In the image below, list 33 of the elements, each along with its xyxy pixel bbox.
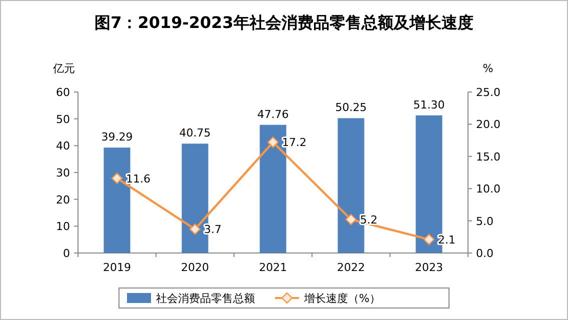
data-label: 51.30 <box>413 98 445 112</box>
point <box>267 136 279 148</box>
x-tick-label: 2022 <box>337 261 365 274</box>
y-tick-label: 10 <box>56 220 70 234</box>
y2-tick-label: 15.0 <box>476 150 500 164</box>
point <box>345 214 357 226</box>
x-tick-label: 2020 <box>181 261 209 274</box>
y2-tick-label: 25.0 <box>476 86 500 99</box>
data-label: 40.75 <box>179 126 211 140</box>
y-tick-label: 40 <box>56 140 70 153</box>
y2-tick-label: 10.0 <box>476 182 500 196</box>
y2-tick-label: 20.0 <box>476 118 500 132</box>
y-tick-label: 20 <box>56 193 70 206</box>
legend-label: 社会消费品零售总额 <box>156 292 255 305</box>
data-label: 50.25 <box>335 101 367 114</box>
legend-label: 增长速度（%） <box>303 292 380 305</box>
point <box>111 172 123 184</box>
y2-axis-title: % <box>482 62 494 75</box>
y2-tick-label: 5.0 <box>476 214 494 228</box>
chart-title: 图7：2019-2023年社会消费品零售总额及增长速度 <box>94 13 474 32</box>
y2-tick-label: 0.0 <box>476 247 494 260</box>
data-label: 39.29 <box>101 130 133 144</box>
point <box>423 234 435 246</box>
x-tick-label: 2023 <box>415 261 443 274</box>
y-tick-label: 0 <box>63 247 70 260</box>
y-tick-label: 50 <box>56 112 70 126</box>
point <box>189 224 201 235</box>
y-tick-label: 60 <box>56 86 70 99</box>
y-tick-label: 30 <box>56 166 70 180</box>
y-axis-title: 亿元 <box>52 62 75 75</box>
x-tick-label: 2019 <box>103 261 131 274</box>
data-label: 47.76 <box>257 108 289 121</box>
x-tick-label: 2021 <box>259 261 287 274</box>
